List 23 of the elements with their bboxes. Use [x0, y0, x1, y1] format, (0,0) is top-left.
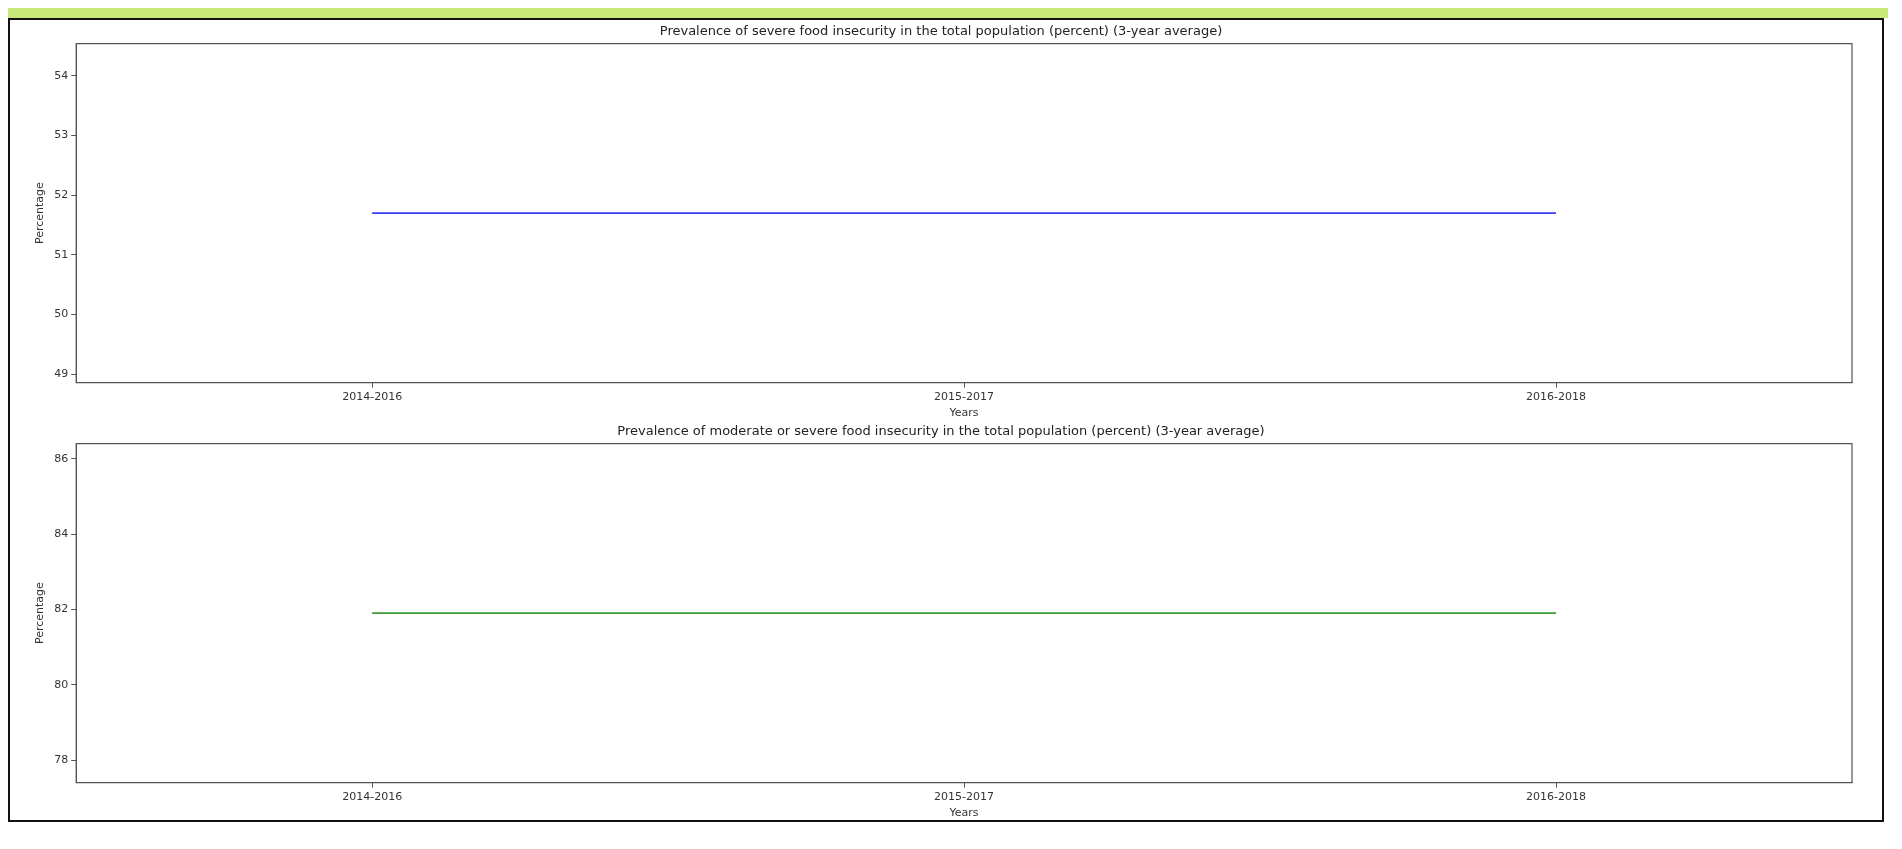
y-tick-label: 86 [54, 451, 69, 465]
y-tick-label: 54 [54, 68, 69, 82]
x-tick-label: 2015-2017 [934, 390, 995, 404]
x-tick-label: 2016-2018 [1526, 390, 1587, 404]
y-tick-label: 49 [54, 367, 69, 381]
x-tick-label: 2014-2016 [342, 790, 403, 804]
y-tick-label: 52 [54, 188, 69, 202]
y-axis-title: Percentage [33, 581, 47, 645]
y-tick-label: 51 [54, 247, 69, 261]
y-tick-label: 78 [54, 752, 69, 766]
y-tick-label: 80 [54, 677, 69, 691]
x-axis-title: Years [948, 806, 979, 820]
y-tick-label: 82 [54, 602, 69, 616]
y-tick-label: 84 [54, 526, 69, 540]
y-tick-label: 53 [54, 128, 69, 142]
y-tick-label: 50 [54, 307, 69, 321]
chart-title: Prevalence of severe food insecurity in the total population (percent) (3-year average) [659, 23, 1223, 39]
x-axis-title: Years [948, 406, 979, 420]
x-tick-label: 2015-2017 [934, 790, 995, 804]
x-tick-label: 2014-2016 [342, 390, 403, 404]
y-axis-title: Percentage [33, 181, 47, 245]
chart-title: Prevalence of moderate or severe food insecurity in the total population (percent) (3-year average) [617, 423, 1265, 439]
x-tick-label: 2016-2018 [1526, 790, 1587, 804]
